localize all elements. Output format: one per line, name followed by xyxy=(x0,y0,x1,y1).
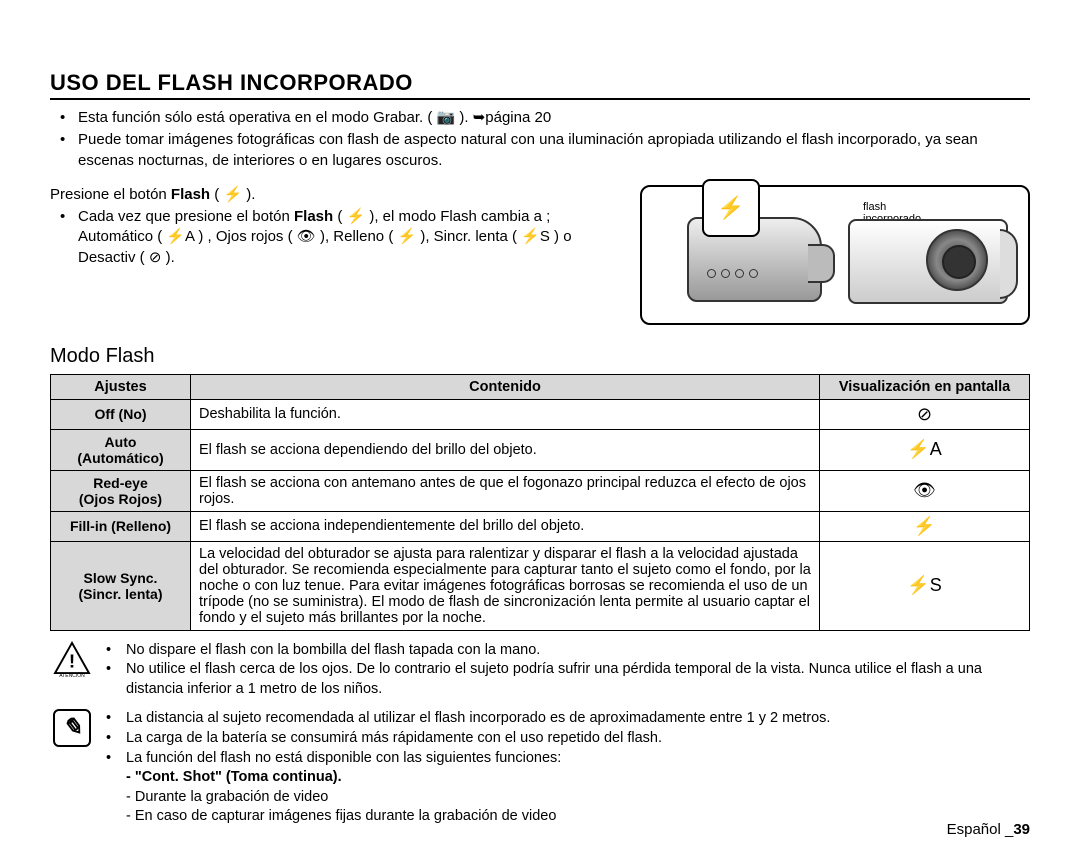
warning-item: No utilice el flash cerca de los ojos. D… xyxy=(126,660,1030,699)
camcorder-front-view: flash incorporado xyxy=(838,199,1018,317)
intro-list: • Esta función sólo está operativa en el… xyxy=(50,108,1030,171)
camera-illustration: ⚡ flash incorporado xyxy=(640,185,1030,325)
page-title: USO DEL FLASH INCORPORADO xyxy=(50,70,1030,100)
table-row: Red-eye(Ojos Rojos)El flash se acciona c… xyxy=(51,470,1030,511)
row-setting: Off (No) xyxy=(51,399,191,429)
note-item: La distancia al sujeto recomendada al ut… xyxy=(126,709,830,729)
warning-item: No dispare el flash con la bombilla del … xyxy=(126,641,1030,661)
intro-item: Esta función sólo está operativa en el m… xyxy=(78,108,1030,128)
press-line: Presione el botón Flash ( ⚡ ). xyxy=(50,185,620,205)
note-icon: ✎ xyxy=(53,709,91,747)
notes-list: •La distancia al sujeto recomendada al u… xyxy=(106,709,830,826)
bullet-dot: • xyxy=(50,108,78,128)
col-header: Contenido xyxy=(191,374,820,399)
bullet-dot: • xyxy=(50,207,78,268)
flash-button-callout: ⚡ xyxy=(702,179,760,237)
lens-icon xyxy=(926,229,988,291)
camcorder-back-view: ⚡ xyxy=(652,207,827,312)
warning-triangle-icon: ! xyxy=(53,641,91,675)
text: Presione el botón xyxy=(50,186,171,203)
col-header: Visualización en pantalla xyxy=(820,374,1030,399)
row-setting: Fill-in (Relleno) xyxy=(51,511,191,541)
footer-lang: Español _ xyxy=(947,821,1014,838)
page-footer: Español _39 xyxy=(947,821,1030,838)
text: ( ⚡ ). xyxy=(210,186,255,203)
row-setting: Slow Sync.(Sincr. lenta) xyxy=(51,541,191,630)
note-sub-item: - En caso de capturar imágenes fijas dur… xyxy=(106,807,830,827)
row-content: El flash se acciona dependiendo del bril… xyxy=(191,429,820,470)
warning-list: •No dispare el flash con la bombilla del… xyxy=(106,641,1030,700)
row-content: El flash se acciona independientemente d… xyxy=(191,511,820,541)
flash-word: Flash xyxy=(171,186,210,203)
flash-mode-table: Ajustes Contenido Visualización en panta… xyxy=(50,374,1030,631)
svg-text:!: ! xyxy=(69,651,75,672)
table-row: Slow Sync.(Sincr. lenta)La velocidad del… xyxy=(51,541,1030,630)
footer-page: 39 xyxy=(1013,821,1030,838)
text: flash xyxy=(863,201,886,213)
row-setting: Red-eye(Ojos Rojos) xyxy=(51,470,191,511)
flash-word: Flash xyxy=(294,208,333,225)
row-content: La velocidad del obturador se ajusta par… xyxy=(191,541,820,630)
row-display-icon: ⊘ xyxy=(820,399,1030,429)
note-item: La carga de la batería se consumirá más … xyxy=(126,729,830,749)
section-title: Modo Flash xyxy=(50,345,1030,368)
intro-item: Puede tomar imágenes fotográficas con fl… xyxy=(78,130,1030,171)
sub-bullet: Cada vez que presione el botón Flash ( ⚡… xyxy=(78,207,620,268)
row-display-icon: ⚡S xyxy=(820,541,1030,630)
table-row: Auto(Automático)El flash se acciona depe… xyxy=(51,429,1030,470)
table-row: Fill-in (Relleno)El flash se acciona ind… xyxy=(51,511,1030,541)
col-header: Ajustes xyxy=(51,374,191,399)
note-sub-item: - Durante la grabación de video xyxy=(106,788,830,808)
row-display-icon: ⚡ xyxy=(820,511,1030,541)
table-row: Off (No)Deshabilita la función.⊘ xyxy=(51,399,1030,429)
note-sub-bold: - "Cont. Shot" (Toma continua). xyxy=(126,769,342,785)
bullet-dot: • xyxy=(50,130,78,171)
note-item: La función del flash no está disponible … xyxy=(126,749,830,769)
flash-icon: ⚡ xyxy=(717,195,744,221)
text: Cada vez que presione el botón xyxy=(78,208,294,225)
row-content: Deshabilita la función. xyxy=(191,399,820,429)
row-setting: Auto(Automático) xyxy=(51,429,191,470)
row-display-icon: ⚡A xyxy=(820,429,1030,470)
row-display-icon: 👁 xyxy=(820,470,1030,511)
row-content: El flash se acciona con antemano antes d… xyxy=(191,470,820,511)
